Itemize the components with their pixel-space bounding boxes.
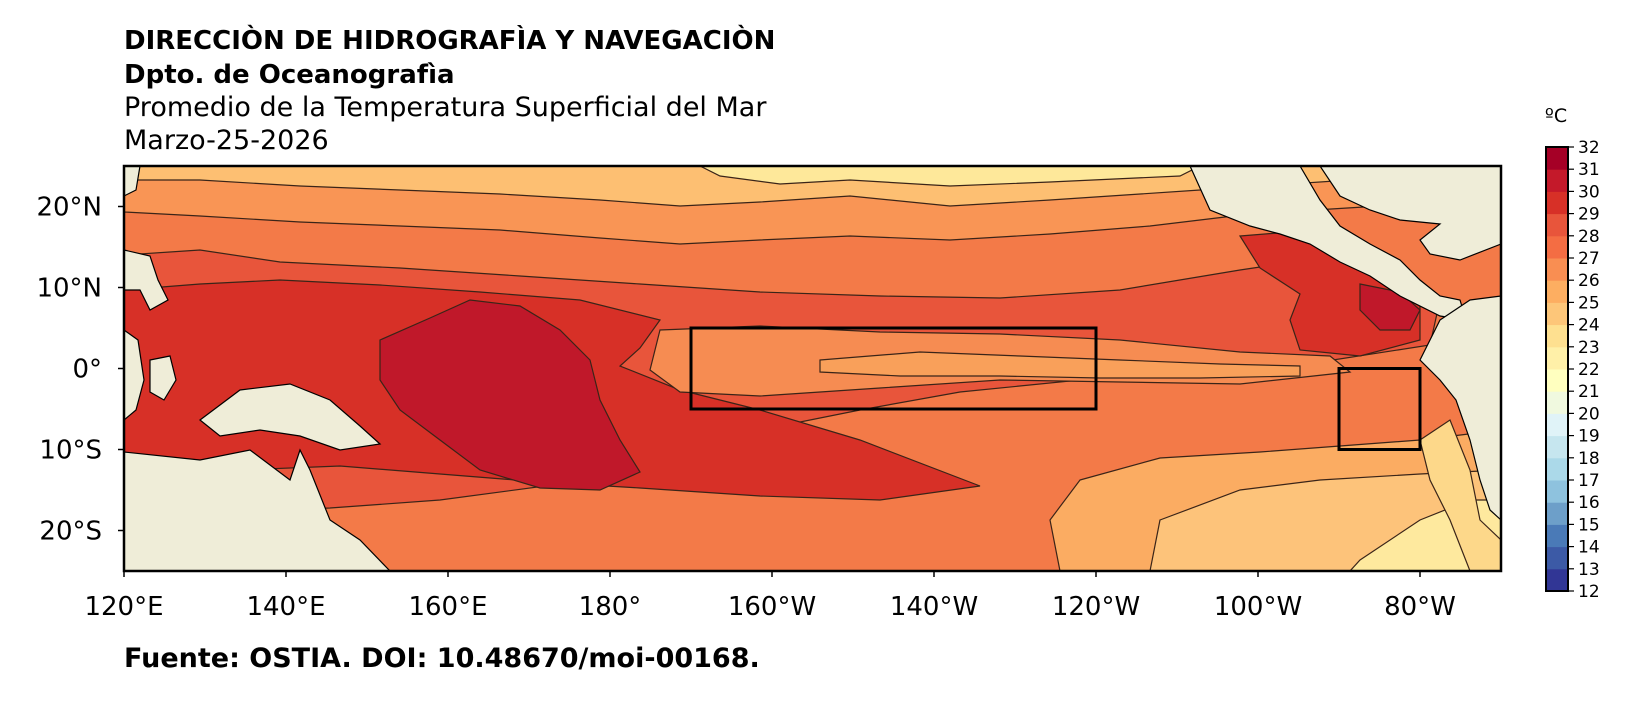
- colorbar-tick-label: 13: [1578, 560, 1600, 580]
- map-title: Promedio de la Temperatura Superficial d…: [124, 92, 767, 123]
- colorbar-tick-label: 20: [1578, 404, 1600, 424]
- colorbar-tick-label: 18: [1578, 449, 1600, 469]
- colorbar-tick-label: 31: [1578, 160, 1600, 180]
- colorbar-band: [1546, 457, 1568, 481]
- lat-tick-label: 20°S: [39, 517, 102, 547]
- sst-zone-cold-tongue-26: [819, 351, 1301, 379]
- lon-tick-label: 160°W: [728, 592, 816, 622]
- colorbar-band: [1546, 546, 1568, 570]
- nino34-box: [689, 326, 1098, 411]
- colorbar-tick-label: 28: [1578, 227, 1600, 247]
- colorbar-band: [1546, 346, 1568, 370]
- lon-tick-label: 120°W: [1052, 592, 1140, 622]
- sst-zone-warm-30: [379, 299, 641, 491]
- colorbar-tick-label: 22: [1578, 360, 1600, 380]
- land-gulf-region: [1319, 166, 1501, 261]
- colorbar-band: [1546, 435, 1568, 459]
- colorbar-tick-label: 29: [1578, 205, 1600, 225]
- colorbar-band: [1546, 169, 1568, 192]
- colorbar-band: [1546, 147, 1568, 170]
- colorbar-tick-label: 14: [1578, 538, 1600, 558]
- colorbar-band: [1546, 302, 1568, 326]
- lon-tick-label: 160°E: [408, 592, 487, 622]
- colorbar-tick-label: 32: [1578, 138, 1600, 158]
- land-sulawesi: [149, 355, 177, 401]
- sst-zone-coastal-cool: [1419, 419, 1501, 571]
- colorbar-tick-label: 17: [1578, 471, 1600, 491]
- colorbar-tick-label: 23: [1578, 338, 1600, 358]
- colorbar-band: [1546, 413, 1568, 437]
- longitude-axis: 120°E 140°E 160°E 180° 160°W 140°W 120°W 100°W 8…: [84, 571, 1456, 622]
- map-date: Marzo-25-2026: [124, 125, 329, 156]
- lon-tick-label: 100°W: [1214, 592, 1302, 622]
- colorbar-tick-label: 12: [1578, 582, 1600, 602]
- lon-tick-label: 140°E: [246, 592, 325, 622]
- colorbar-band: [1546, 568, 1568, 592]
- colorbar-band: [1546, 280, 1568, 303]
- colorbar-band: [1546, 191, 1568, 215]
- lon-tick-label: 140°W: [890, 592, 978, 622]
- lat-tick-label: 20°N: [36, 193, 102, 223]
- colorbar-tick-label: 24: [1578, 316, 1600, 336]
- lat-tick-label: 10°N: [36, 274, 102, 304]
- colorbar-band: [1546, 324, 1568, 348]
- colorbar-band: [1546, 391, 1568, 414]
- colorbar-band: [1546, 235, 1568, 259]
- lat-tick-label: 0°: [72, 355, 102, 385]
- land-borneo: [124, 329, 145, 421]
- map-plot-area: [124, 166, 1501, 571]
- land-australia: [124, 448, 391, 571]
- data-source-note: Fuente: OSTIA. DOI: 10.48670/moi-00168.: [124, 643, 760, 674]
- colorbar-tick-label: 19: [1578, 427, 1600, 447]
- nino12-box: [1337, 367, 1422, 451]
- colorbar-band: [1546, 480, 1568, 503]
- colorbar-band: [1546, 213, 1568, 237]
- colorbar-tick-label: 25: [1578, 293, 1600, 313]
- agency-title: DIRECCIÒN DE HIDROGRAFÌA Y NAVEGACIÒN: [124, 26, 776, 56]
- lon-tick-label: 120°E: [84, 592, 163, 622]
- lon-tick-label: 180°: [579, 592, 642, 622]
- colorbar-band: [1546, 369, 1568, 392]
- land-new-guinea: [199, 383, 382, 451]
- lat-tick-label: 10°S: [39, 436, 102, 466]
- land-philippines: [124, 249, 169, 311]
- colorbar-unit: ºC: [1545, 105, 1567, 127]
- colorbar-band: [1546, 258, 1568, 281]
- colorbar-tick-label: 30: [1578, 182, 1600, 202]
- colorbar-tick-label: 15: [1578, 515, 1600, 535]
- department-title: Dpto. de Oceanografìa: [124, 60, 455, 90]
- colorbar-tick-label: 26: [1578, 271, 1600, 291]
- colorbar-tick-label: 27: [1578, 249, 1600, 269]
- land-asia: [124, 166, 141, 197]
- lon-tick-label: 80°W: [1384, 592, 1456, 622]
- colorbar-tick-label: 21: [1578, 382, 1600, 402]
- colorbar-tick-label: 16: [1578, 493, 1600, 513]
- colorbar-band: [1546, 502, 1568, 525]
- land-south-america: [1419, 295, 1501, 521]
- latitude-axis: 20°N 10°N 0° 10°S 20°S: [36, 193, 124, 547]
- colorbar-band: [1546, 524, 1568, 548]
